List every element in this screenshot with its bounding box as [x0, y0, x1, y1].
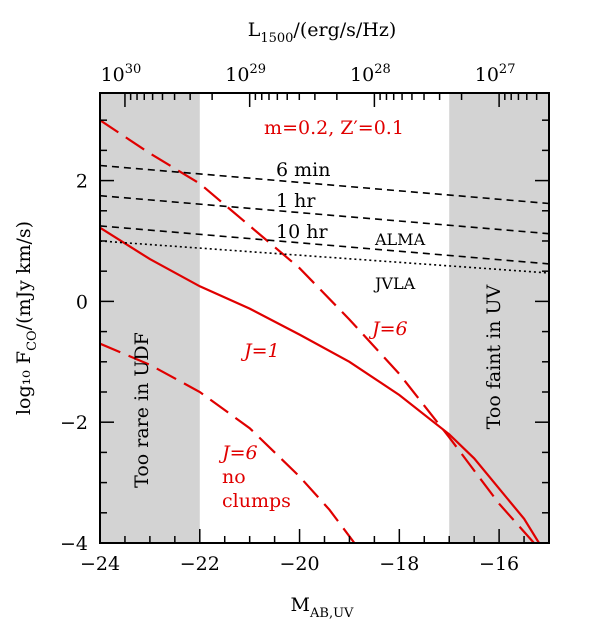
- series-line-j-6-no-clumps: [100, 342, 356, 543]
- label-6-min: 6 min: [276, 159, 330, 181]
- top-tick-label: 1029: [225, 62, 266, 86]
- y-tick-label: 2: [76, 171, 88, 193]
- label-1-hr: 1 hr: [276, 190, 316, 212]
- label-jvla: JVLA: [373, 274, 416, 293]
- top-tick-label: 1028: [350, 62, 391, 86]
- label-j6: J=6: [368, 318, 408, 340]
- series-line-6-min: [100, 164, 549, 205]
- label-alma: ALMA: [374, 230, 426, 249]
- x-tick-label: −20: [280, 553, 320, 575]
- region-label-rare: Too rare in UDF: [131, 332, 153, 488]
- top-tick-label: 1030: [101, 62, 142, 86]
- series-line-j-1: [100, 226, 540, 543]
- top-axis-label: L1500/(erg/s/Hz): [248, 19, 397, 46]
- x-tick-label: −24: [80, 553, 120, 575]
- label-j1: J=1: [240, 340, 280, 362]
- shaded-regions: [100, 93, 549, 543]
- y-axis-label: log₁₀ FCO/(mJy km/s): [13, 221, 40, 415]
- series-line-j-6: [100, 119, 535, 543]
- y-tick-label: 0: [76, 291, 88, 313]
- series-line-jvla: [100, 240, 549, 274]
- parameter-annotation: m=0.2, Z′=0.1: [264, 117, 404, 139]
- label-no: no: [222, 466, 246, 488]
- top-tick-label: 1027: [475, 62, 516, 86]
- label-clumps: clumps: [222, 490, 291, 512]
- x-tick-label: −18: [379, 553, 419, 575]
- label-j6-noclumps: J=6: [218, 442, 258, 464]
- y-tick-label: −4: [60, 533, 88, 555]
- region-label-faint: Too faint in UV: [483, 284, 505, 429]
- y-tick-label: −2: [60, 412, 88, 434]
- axis-ticks: [99, 93, 550, 544]
- series-lines: [100, 119, 549, 543]
- shaded-region-1: [100, 93, 200, 543]
- x-tick-label: −16: [479, 553, 519, 575]
- label-10-hr: 10 hr: [276, 221, 328, 243]
- series-line-10-hr: [100, 225, 549, 265]
- series-line-1-hr: [100, 194, 549, 235]
- shaded-region-2: [449, 93, 549, 543]
- x-tick-label: −22: [180, 553, 220, 575]
- x-axis-label: MAB,UV: [291, 594, 354, 621]
